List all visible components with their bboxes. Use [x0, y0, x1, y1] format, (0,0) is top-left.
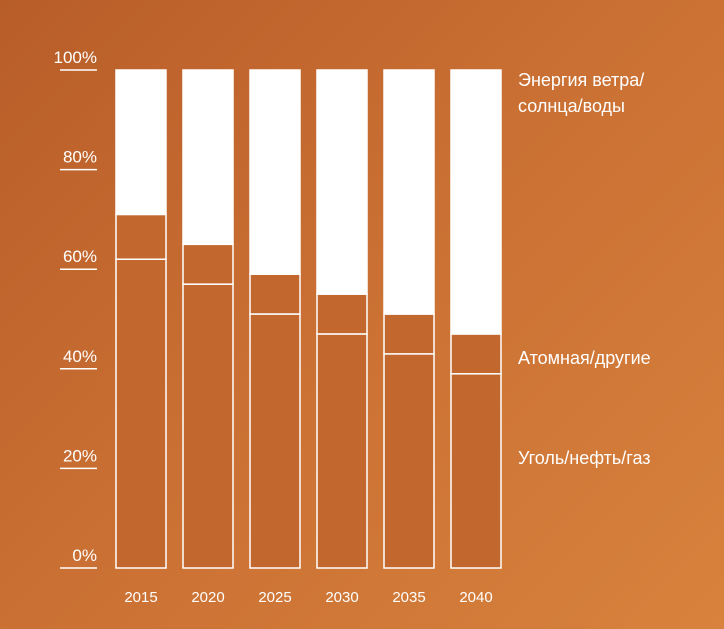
- bar-segment-2015-nuclear: [115, 213, 167, 260]
- y-tick-label: 20%: [63, 446, 97, 465]
- legend-label-renewables-line-1: Энергия ветра/: [518, 70, 644, 90]
- y-tick-label: 0%: [72, 546, 97, 565]
- legend: Энергия ветра/ солнца/воды Атомная/други…: [518, 70, 651, 468]
- legend-label-nuclear: Атомная/другие: [518, 348, 651, 368]
- bar-segment-2030-fossil: [316, 333, 368, 569]
- y-axis: 0% 20% 40% 60% 80% 100%: [54, 48, 97, 569]
- bar-segment-2040-nuclear: [450, 333, 502, 375]
- y-tick-label: 60%: [63, 247, 97, 266]
- x-tick-label: 2025: [258, 589, 291, 606]
- x-tick-label: 2015: [124, 589, 157, 606]
- bar-segment-2030-renewables: [316, 69, 368, 295]
- bar-segment-2030-nuclear: [316, 293, 368, 335]
- bar-segment-2020-fossil: [182, 283, 234, 569]
- bar-segment-2020-renewables: [182, 69, 234, 246]
- bar-segment-2015-fossil: [115, 258, 167, 569]
- x-tick-label: 2040: [459, 589, 492, 606]
- bar-segment-2035-nuclear: [383, 313, 435, 355]
- bar-segment-2040-fossil: [450, 373, 502, 569]
- y-tick-label: 40%: [63, 347, 97, 366]
- x-tick-label: 2030: [325, 589, 358, 606]
- y-tick-label: 100%: [54, 48, 97, 67]
- bar-segment-2015-renewables: [115, 69, 167, 216]
- bar-segment-2020-nuclear: [182, 243, 234, 285]
- x-tick-label: 2020: [191, 589, 224, 606]
- bars: [115, 69, 502, 569]
- legend-label-renewables-line-2: солнца/воды: [518, 96, 625, 116]
- x-axis: 2015 2020 2025 2030 2035 2040: [124, 589, 492, 606]
- legend-label-fossil: Уголь/нефть/газ: [518, 448, 651, 468]
- x-tick-label: 2035: [392, 589, 425, 606]
- bar-segment-2035-renewables: [383, 69, 435, 315]
- bar-segment-2025-nuclear: [249, 273, 301, 315]
- bar-segment-2025-renewables: [249, 69, 301, 275]
- bar-segment-2040-renewables: [450, 69, 502, 335]
- bar-segment-2035-fossil: [383, 353, 435, 569]
- y-tick-label: 80%: [63, 148, 97, 167]
- bar-segment-2025-fossil: [249, 313, 301, 569]
